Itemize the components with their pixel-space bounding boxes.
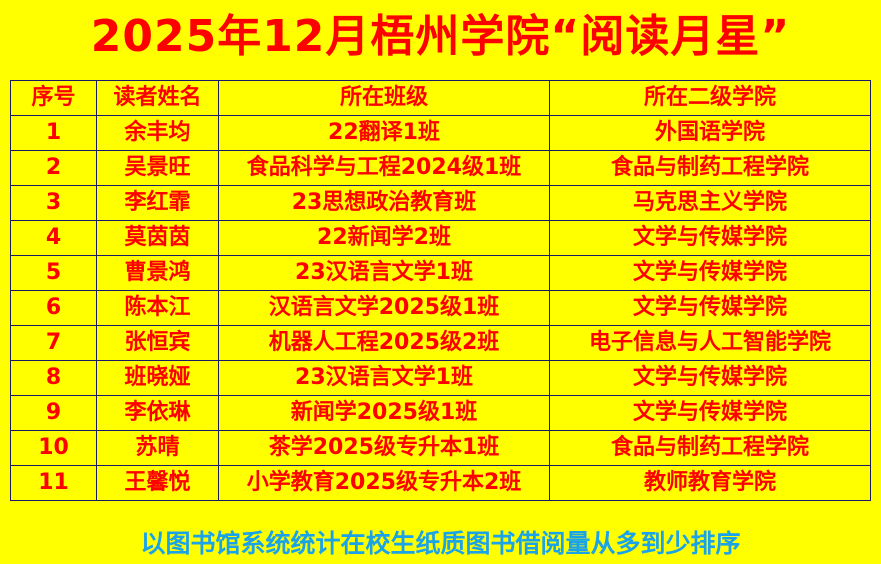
cell-index: 7 — [10, 325, 97, 361]
cell-class: 小学教育2025级专升本2班 — [218, 465, 550, 501]
cell-class: 23汉语言文学1班 — [218, 255, 550, 291]
reading-stars-table: 序号 读者姓名 所在班级 所在二级学院 1 余丰均 22翻译1班 外国语学院 2 吴景旺食… — [10, 80, 871, 501]
table-row: 9 李依琳 新闻学2025级1班 文学与传媒学院 — [10, 395, 871, 431]
cell-class: 23汉语言文学1班 — [218, 360, 550, 396]
cell-class: 汉语言文学2025级1班 — [218, 290, 550, 326]
cell-index: 3 — [10, 185, 97, 221]
table-row: 10 苏晴 茶学2025级专升本1班 食品与制药工程学院 — [10, 430, 871, 466]
cell-index: 8 — [10, 360, 97, 396]
cell-reader-name: 陈本江 — [96, 290, 219, 326]
cell-college: 文学与传媒学院 — [549, 360, 871, 396]
cell-reader-name: 李依琳 — [96, 395, 219, 431]
cell-reader-name: 张恒宾 — [96, 325, 219, 361]
table-row: 3 李红霏 23思想政治教育班 马克思主义学院 — [10, 185, 871, 221]
table-row: 6 陈本江 汉语言文学2025级1班 文学与传媒学院 — [10, 290, 871, 326]
cell-reader-name: 吴景旺 — [96, 150, 219, 186]
cell-class: 22翻译1班 — [218, 115, 550, 151]
cell-college: 食品与制药工程学院 — [549, 430, 871, 466]
cell-college: 文学与传媒学院 — [549, 255, 871, 291]
cell-reader-name: 王馨悦 — [96, 465, 219, 501]
cell-reader-name: 苏晴 — [96, 430, 219, 466]
header-college: 所在二级学院 — [549, 80, 871, 116]
cell-index: 4 — [10, 220, 97, 256]
cell-college: 文学与传媒学院 — [549, 395, 871, 431]
cell-index: 1 — [10, 115, 97, 151]
page-title: 2025年12月梧州学院“阅读月星” — [90, 11, 791, 62]
cell-index: 5 — [10, 255, 97, 291]
cell-reader-name: 曹景鸿 — [96, 255, 219, 291]
footer-note: 以图书馆系统统计在校生纸质图书借阅量从多到少排序 — [140, 529, 741, 558]
header-index: 序号 — [10, 80, 97, 116]
cell-college: 食品与制药工程学院 — [549, 150, 871, 186]
header-reader-name: 读者姓名 — [96, 80, 219, 116]
cell-index: 2 — [10, 150, 97, 186]
cell-college: 文学与传媒学院 — [549, 220, 871, 256]
table-header-row: 序号 读者姓名 所在班级 所在二级学院 — [10, 80, 871, 116]
cell-class: 23思想政治教育班 — [218, 185, 550, 221]
cell-reader-name: 莫茵茵 — [96, 220, 219, 256]
table-row: 1 余丰均 22翻译1班 外国语学院 — [10, 115, 871, 151]
cell-college: 文学与传媒学院 — [549, 290, 871, 326]
cell-reader-name: 李红霏 — [96, 185, 219, 221]
table-row: 11 王馨悦 小学教育2025级专升本2班 教师教育学院 — [10, 465, 871, 501]
cell-index: 11 — [10, 465, 97, 501]
table-row: 2 吴景旺 食品科学与工程2024级1班 食品与制药工程学院 — [10, 150, 871, 186]
cell-class: 22新闻学2班 — [218, 220, 550, 256]
cell-class: 新闻学2025级1班 — [218, 395, 550, 431]
cell-index: 9 — [10, 395, 97, 431]
cell-college: 外国语学院 — [549, 115, 871, 151]
table-row: 7 张恒宾 机器人工程2025级2班 电子信息与人工智能学院 — [10, 325, 871, 361]
cell-class: 食品科学与工程2024级1班 — [218, 150, 550, 186]
cell-reader-name: 余丰均 — [96, 115, 219, 151]
cell-class: 茶学2025级专升本1班 — [218, 430, 550, 466]
cell-college: 马克思主义学院 — [549, 185, 871, 221]
cell-reader-name: 班晓娅 — [96, 360, 219, 396]
header-class: 所在班级 — [218, 80, 550, 116]
table-row: 5 曹景鸿 23汉语言文学1班 文学与传媒学院 — [10, 255, 871, 291]
cell-index: 6 — [10, 290, 97, 326]
cell-class: 机器人工程2025级2班 — [218, 325, 550, 361]
cell-college: 教师教育学院 — [549, 465, 871, 501]
cell-index: 10 — [10, 430, 97, 466]
cell-college: 电子信息与人工智能学院 — [549, 325, 871, 361]
table-row: 8 班晓娅 23汉语言文学1班 文学与传媒学院 — [10, 360, 871, 396]
table-row: 4 莫茵茵 22新闻学2班 文学与传媒学院 — [10, 220, 871, 256]
